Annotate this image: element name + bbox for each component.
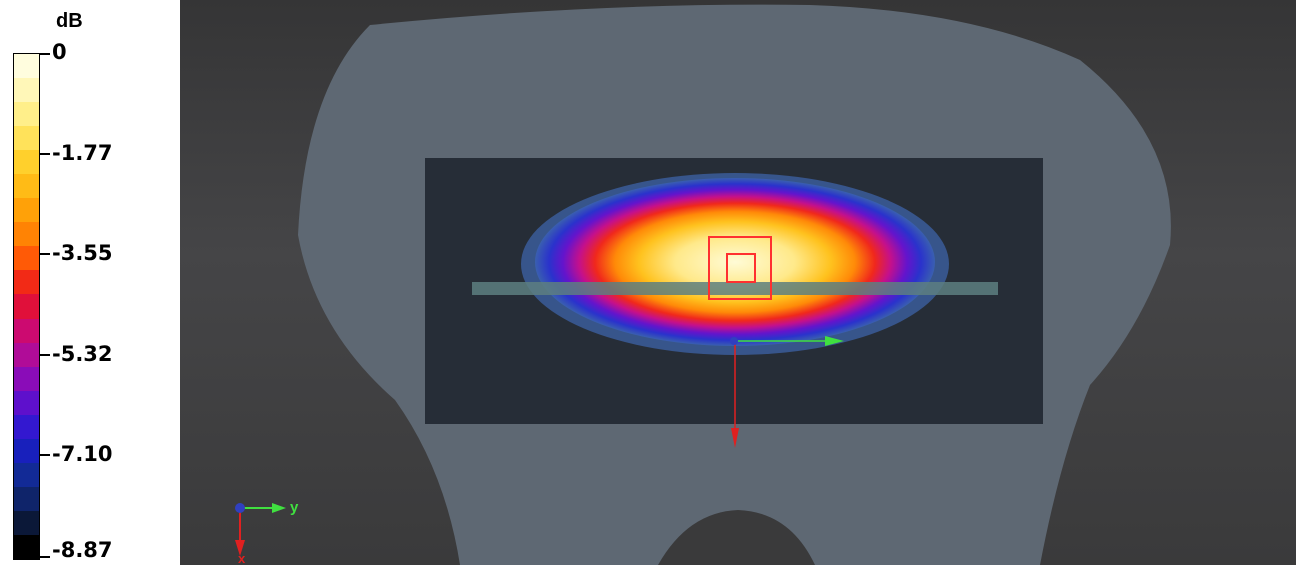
- legend-band-3: [14, 126, 39, 151]
- peak-cube-inner: [726, 253, 756, 283]
- 3d-viewport[interactable]: y x: [180, 0, 1296, 565]
- scene-canvas: y x: [235, 4, 1171, 565]
- peak-cube-outer: [708, 236, 772, 300]
- legend-band-19: [14, 510, 39, 535]
- dipole-probe: [472, 282, 998, 295]
- legend-tick-2: [40, 253, 50, 255]
- legend-band-20: [14, 534, 39, 559]
- legend-band-18: [14, 486, 39, 511]
- field-distribution: [535, 178, 935, 346]
- phantom-notch: [658, 510, 815, 565]
- legend-label-3: -5.32: [52, 342, 113, 366]
- axis-x-label: x: [238, 551, 246, 565]
- legend-unit-label: dB: [56, 10, 83, 32]
- legend-band-9: [14, 270, 39, 295]
- legend-band-13: [14, 366, 39, 391]
- legend-band-4: [14, 150, 39, 175]
- legend-band-15: [14, 414, 39, 439]
- legend-label-1: -1.77: [52, 141, 113, 165]
- legend-band-6: [14, 198, 39, 223]
- legend-label-4: -7.10: [52, 442, 113, 466]
- legend-tick-4: [40, 454, 50, 456]
- legend-band-2: [14, 102, 39, 127]
- legend-band-17: [14, 462, 39, 487]
- legend-label-5: -8.87: [52, 538, 113, 562]
- legend-band-7: [14, 222, 39, 247]
- legend-band-14: [14, 390, 39, 415]
- legend-band-0: [14, 54, 39, 79]
- local-axes: [730, 336, 844, 448]
- legend-band-12: [14, 342, 39, 367]
- legend-label-0: 0: [52, 40, 67, 64]
- legend-band-16: [14, 438, 39, 463]
- legend-band-8: [14, 246, 39, 271]
- legend-tick-3: [40, 354, 50, 356]
- legend-band-5: [14, 174, 39, 199]
- legend-band-10: [14, 294, 39, 319]
- legend-band-11: [14, 318, 39, 343]
- legend-tick-0: [40, 53, 50, 55]
- orientation-triad[interactable]: y x: [235, 499, 299, 565]
- axis-y-label: y: [290, 499, 299, 516]
- legend-band-1: [14, 78, 39, 103]
- colorbar-legend: dB 0 -1.77 -3.55 -5.32 -7.10 -8.87: [0, 0, 180, 565]
- legend-tick-1: [40, 153, 50, 155]
- legend-color-bar: [13, 53, 40, 560]
- legend-tick-5: [40, 556, 50, 558]
- legend-label-2: -3.55: [52, 241, 113, 265]
